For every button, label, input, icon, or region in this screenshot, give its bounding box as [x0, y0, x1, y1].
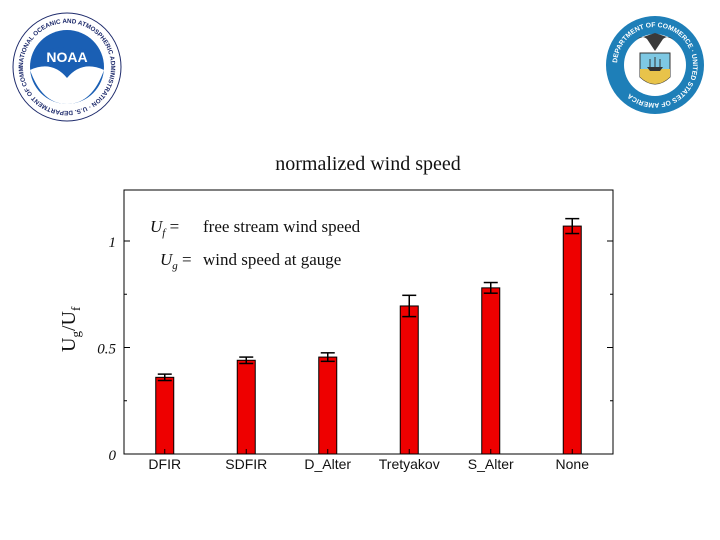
noaa-center-text: NOAA [46, 49, 87, 65]
chart-title: normalized wind speed [275, 153, 461, 175]
x-tick-label: SDFIR [225, 456, 267, 472]
noaa-logo: NATIONAL OCEANIC AND ATMOSPHERIC ADMINIS… [12, 12, 122, 122]
bar-s-alter [481, 287, 501, 455]
legend-line-1-symbol: U [150, 217, 164, 236]
bar-tretyakov [399, 305, 419, 455]
legend-line-1-text: free stream wind speed [203, 217, 361, 236]
legend-line-2: Ug = [160, 250, 192, 272]
y-tick-label: 1 [109, 235, 117, 251]
legend-line-2-symbol: U [160, 250, 174, 269]
x-tick-label: Tretyakov [379, 456, 440, 472]
y-ticks: 00.51 [97, 235, 613, 464]
legend-line-1: Uf = [150, 217, 179, 239]
y-axis-label-mid: /U [58, 310, 80, 331]
y-tick-label: 0 [109, 448, 117, 464]
bar-d-alter [318, 356, 338, 455]
bar-sdfir [236, 359, 256, 455]
commerce-seal: DEPARTMENT OF COMMERCE · UNITED STATES O… [606, 16, 704, 114]
bar-dfir [155, 376, 175, 455]
plot-frame [123, 189, 614, 455]
y-axis-label: Ug/Uf [58, 306, 83, 352]
legend: Uf = free stream wind speed Ug = wind sp… [150, 217, 361, 272]
x-tick-label: DFIR [148, 456, 181, 472]
y-axis-label-sub1: g [68, 331, 83, 338]
y-axis-label-main: U [58, 337, 80, 352]
legend-line-2-subscript: g [172, 260, 178, 272]
legend-line-1-subscript: f [162, 227, 167, 239]
bar-none [562, 225, 582, 455]
legend-line-1-equals: = [165, 217, 179, 236]
legend-line-2-text: wind speed at gauge [203, 250, 341, 269]
legend-line-2-equals: = [178, 250, 192, 269]
x-labels: DFIR SDFIR D_Alter Tretyakov S_Alter None [148, 456, 589, 472]
x-tick-label: D_Alter [304, 456, 351, 472]
x-tick-label: None [556, 456, 590, 472]
bars [155, 217, 582, 455]
x-tick-label: S_Alter [468, 456, 514, 472]
y-tick-label: 0.5 [97, 342, 116, 358]
y-axis-label-sub2: f [68, 306, 83, 311]
